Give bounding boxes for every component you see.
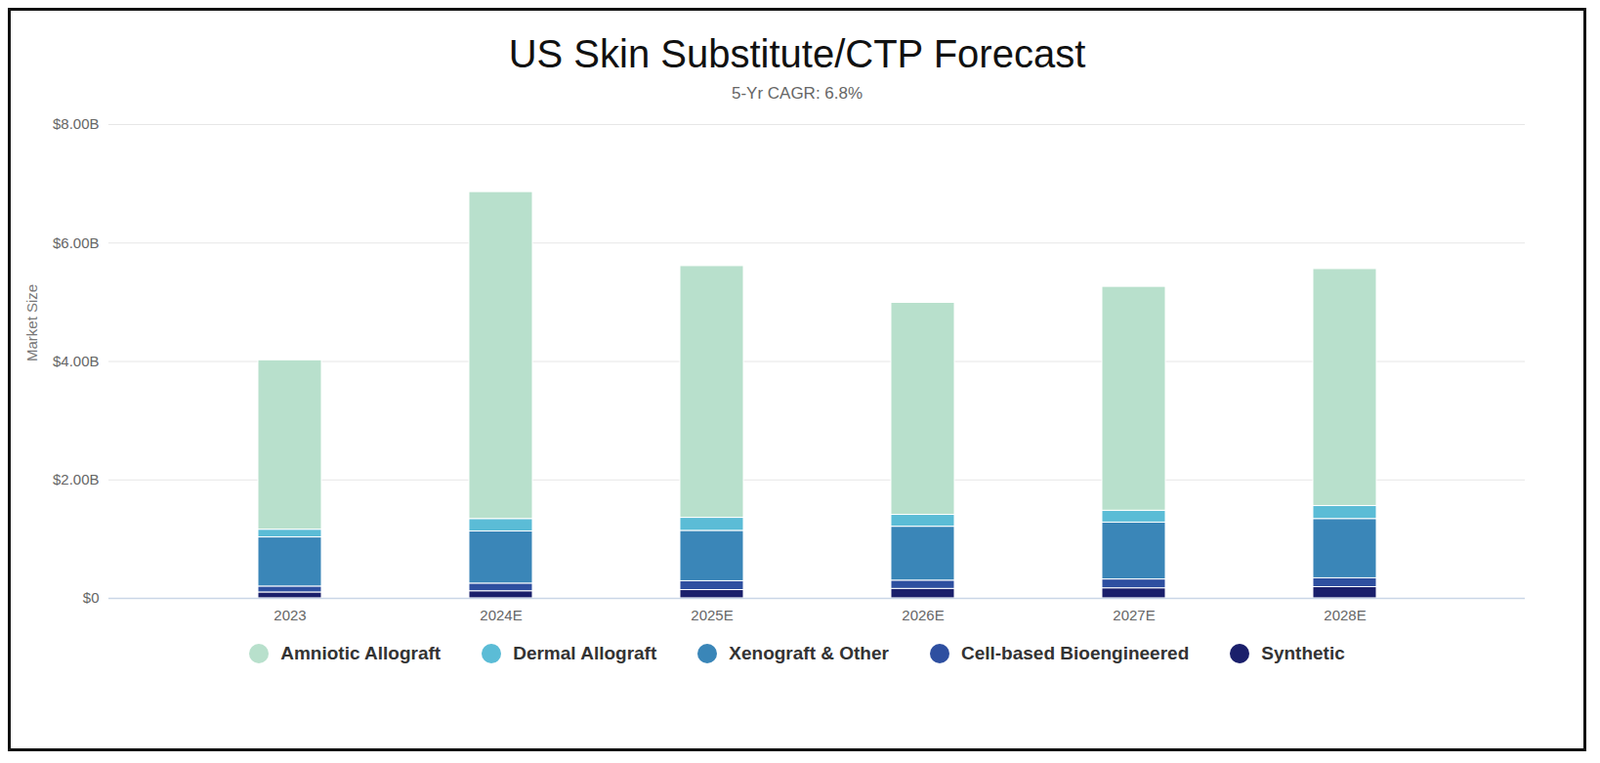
svg-text:2025E: 2025E — [690, 606, 733, 624]
svg-text:$0: $0 — [83, 589, 100, 606]
svg-text:Market Size: Market Size — [23, 284, 41, 362]
html-text:Amniotic Allograft: Amniotic Allograft — [280, 642, 441, 664]
html-text:Cell-based Bioengineered: Cell-based Bioengineered — [961, 642, 1190, 664]
svg-text:2024E: 2024E — [479, 606, 522, 624]
svg-text:2027E: 2027E — [1112, 606, 1155, 624]
html-text:Xenograft & Other: Xenograft & Other — [728, 642, 889, 664]
html-text:Synthetic: Synthetic — [1261, 642, 1345, 664]
html-text:5-Yr CAGR: 6.8%: 5-Yr CAGR: 6.8% — [731, 84, 863, 103]
svg-text:2026E: 2026E — [901, 606, 944, 624]
svg-text:2028E: 2028E — [1323, 606, 1366, 624]
svg-text:$6.00B: $6.00B — [52, 234, 100, 252]
svg-text:$2.00B: $2.00B — [52, 470, 100, 488]
html-text:US Skin Substitute/CTP Forecas: US Skin Substitute/CTP Forecast — [508, 32, 1086, 76]
svg-text:$8.00B: $8.00B — [52, 115, 100, 132]
svg-text:2023: 2023 — [273, 606, 306, 624]
html-text:Dermal Allograft: Dermal Allograft — [513, 642, 657, 664]
svg-text:$4.00B: $4.00B — [52, 352, 100, 370]
